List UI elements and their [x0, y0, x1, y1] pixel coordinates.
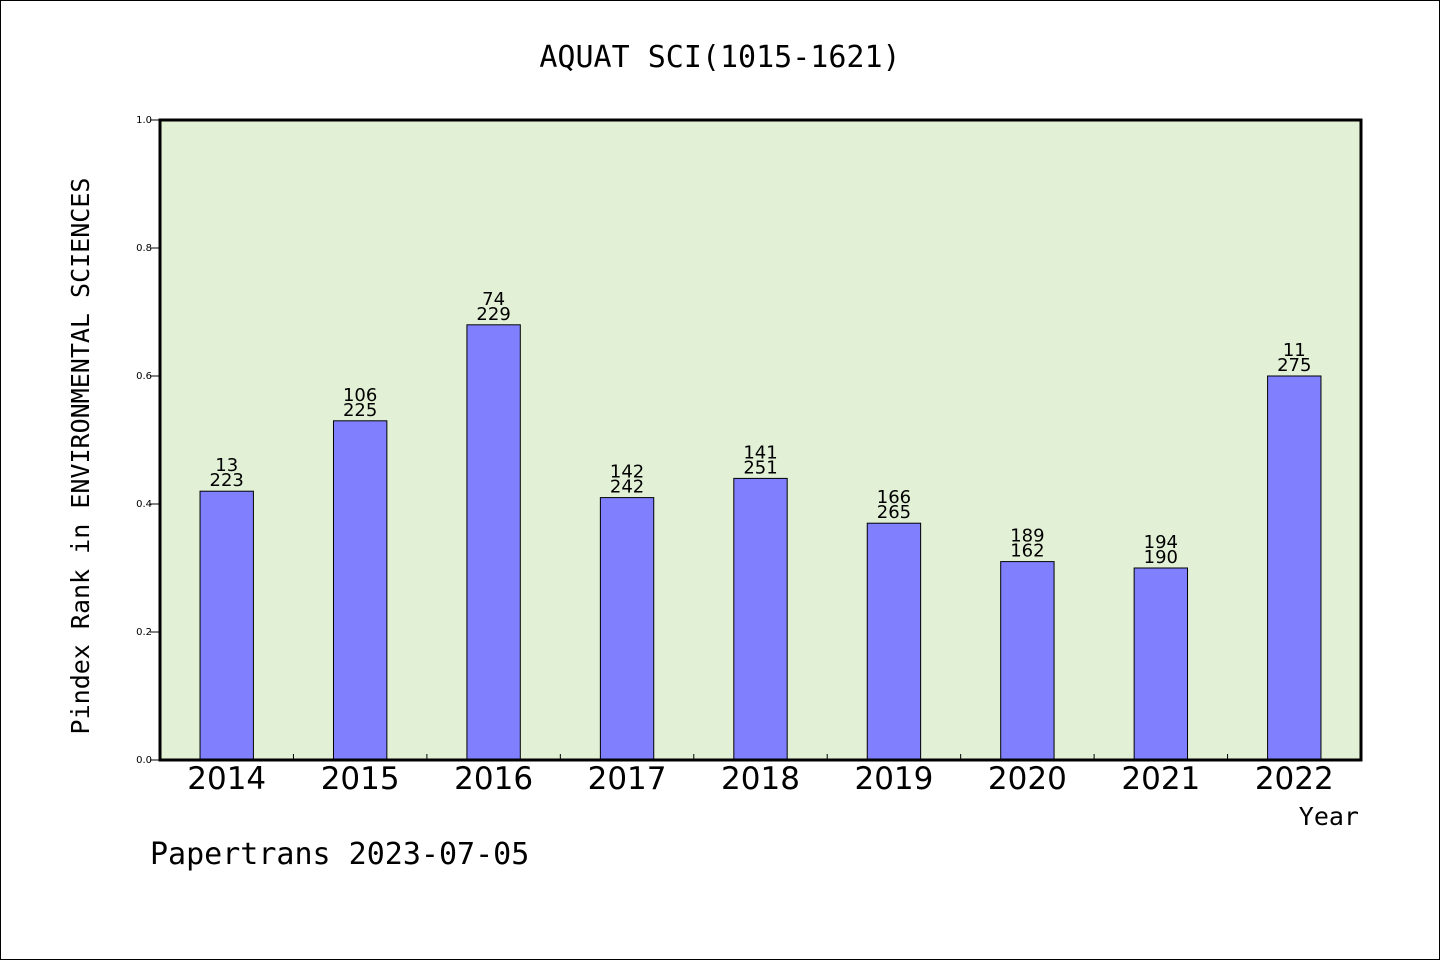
- x-tick-label-2019: 2019: [854, 761, 933, 797]
- plot-border: [158, 118, 1363, 762]
- bar-2022: [1267, 375, 1322, 761]
- x-tick-label-2018: 2018: [721, 761, 800, 797]
- bar-label-top-2022: 11: [1283, 340, 1306, 361]
- x-tick-label-2020: 2020: [988, 761, 1067, 797]
- bar-label-bottom-2019: 265: [877, 502, 911, 523]
- chart-title: AQUAT SCI(1015-1621): [539, 40, 900, 75]
- x-tick-label-2022: 2022: [1255, 761, 1334, 797]
- footer-credit: Papertrans 2023-07-05: [150, 837, 529, 872]
- bar-2018: [733, 477, 788, 761]
- bar-label-top-2018: 141: [743, 442, 777, 463]
- bar-2015: [332, 420, 388, 761]
- bar-label-top-2015: 106: [343, 385, 377, 406]
- bar-label-bottom-2018: 251: [743, 457, 777, 478]
- bar-label-top-2016: 74: [482, 289, 505, 310]
- bar-label-bottom-2021: 190: [1144, 547, 1178, 568]
- x-tick-label-2016: 2016: [454, 761, 533, 797]
- x-axis-label: Year: [1299, 802, 1359, 831]
- y-tick-label: 0.0: [136, 755, 152, 766]
- bar-label-bottom-2016: 229: [476, 304, 510, 325]
- bar-label-top-2020: 189: [1010, 526, 1044, 547]
- y-tick-label: 0.4: [136, 499, 152, 510]
- bar-label-bottom-2020: 162: [1010, 541, 1044, 562]
- bars-group: [199, 324, 1322, 761]
- bar-2019: [866, 522, 922, 761]
- bar-label-bottom-2014: 223: [210, 470, 244, 491]
- bar-label-bottom-2017: 242: [610, 477, 644, 498]
- bar-label-bottom-2022: 275: [1277, 355, 1311, 376]
- x-tick-label-2014: 2014: [187, 761, 266, 797]
- bar-2017: [599, 497, 655, 761]
- x-axis-ticks: 2014 2015 2016 2017 2018 2019 2020 2021 2022: [187, 754, 1334, 797]
- bar-label-top-2017: 142: [610, 462, 644, 483]
- bar-label-top-2021: 194: [1144, 532, 1178, 553]
- bar-2016: [466, 324, 521, 761]
- y-tick-label: 0.8: [136, 243, 152, 254]
- bar-2014: [199, 490, 254, 761]
- bar-label-top-2014: 13: [215, 455, 238, 476]
- y-axis-ticks: 0.0 0.2 0.4 0.6 0.8 1.0: [136, 115, 160, 766]
- bar-label-top-2019: 166: [877, 487, 911, 508]
- x-tick-label-2017: 2017: [588, 761, 667, 797]
- x-tick-label-2015: 2015: [321, 761, 400, 797]
- bar-2020: [1000, 561, 1055, 761]
- y-tick-label: 1.0: [136, 115, 152, 126]
- y-tick-label: 0.6: [136, 371, 152, 382]
- y-tick-label: 0.2: [136, 627, 152, 638]
- x-tick-label-2021: 2021: [1121, 761, 1200, 797]
- bar-label-bottom-2015: 225: [343, 400, 377, 421]
- bar-2021: [1133, 567, 1189, 761]
- y-axis-label: Pindex Rank in ENVIRONMENTAL SCIENCES: [66, 178, 95, 735]
